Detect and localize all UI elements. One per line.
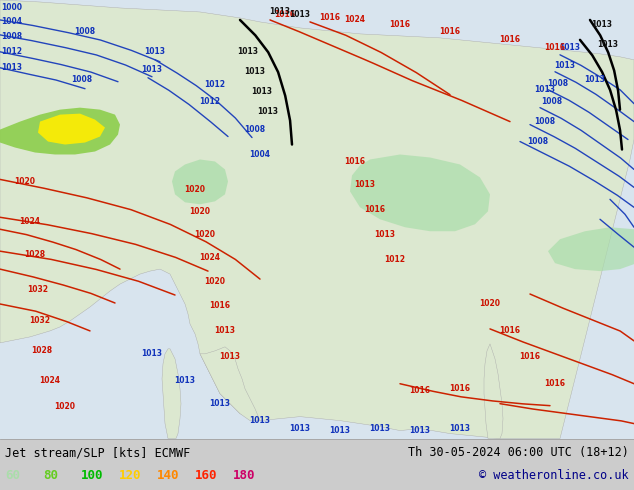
- Text: 120: 120: [119, 469, 141, 482]
- Polygon shape: [38, 114, 105, 145]
- Polygon shape: [484, 344, 503, 439]
- Text: 1020: 1020: [479, 299, 500, 309]
- Polygon shape: [548, 227, 634, 271]
- Text: 1013: 1013: [141, 65, 162, 74]
- Text: 1013: 1013: [269, 7, 290, 17]
- Text: 180: 180: [233, 469, 256, 482]
- Text: 1012: 1012: [205, 80, 226, 89]
- Text: 1008: 1008: [245, 125, 266, 134]
- Text: 1008: 1008: [1, 32, 23, 41]
- Text: 1016: 1016: [519, 352, 541, 361]
- Text: 1013: 1013: [585, 75, 605, 84]
- Text: © weatheronline.co.uk: © weatheronline.co.uk: [479, 469, 629, 482]
- Text: 1013: 1013: [252, 87, 273, 96]
- Text: Th 30-05-2024 06:00 UTC (18+12): Th 30-05-2024 06:00 UTC (18+12): [408, 446, 629, 460]
- Text: 1008: 1008: [547, 79, 569, 88]
- Text: 1004: 1004: [1, 18, 22, 26]
- Text: 1013: 1013: [370, 424, 391, 433]
- Text: 1020: 1020: [184, 185, 205, 194]
- Text: 1013: 1013: [555, 61, 576, 70]
- Text: 1008: 1008: [527, 137, 548, 146]
- Text: 140: 140: [157, 469, 179, 482]
- Text: 1013: 1013: [592, 21, 612, 29]
- Text: 1016: 1016: [389, 21, 410, 29]
- Text: 1013: 1013: [250, 416, 271, 425]
- Text: 1024: 1024: [20, 217, 41, 226]
- Text: 1020: 1020: [15, 177, 36, 186]
- Text: 100: 100: [81, 469, 103, 482]
- Text: 1020: 1020: [195, 230, 216, 239]
- Text: 1013: 1013: [174, 376, 195, 385]
- Text: 1013: 1013: [238, 48, 259, 56]
- Polygon shape: [0, 0, 634, 439]
- Text: 1004: 1004: [250, 150, 271, 159]
- Text: 1013: 1013: [214, 326, 235, 336]
- Text: 1032: 1032: [27, 285, 48, 294]
- Polygon shape: [350, 154, 490, 231]
- Polygon shape: [172, 159, 228, 204]
- Text: 1000: 1000: [1, 3, 22, 12]
- Text: 1008: 1008: [541, 97, 562, 106]
- Text: 1020: 1020: [205, 276, 226, 286]
- Polygon shape: [0, 0, 634, 439]
- Text: 1016: 1016: [450, 384, 470, 393]
- Text: 1012: 1012: [200, 97, 221, 106]
- Text: 1020: 1020: [190, 207, 210, 216]
- Text: 1032: 1032: [30, 317, 51, 325]
- Text: 1016: 1016: [320, 13, 340, 23]
- Polygon shape: [200, 347, 260, 420]
- Text: 1013: 1013: [559, 43, 581, 52]
- Text: 1013: 1013: [245, 67, 266, 76]
- Text: 1013: 1013: [219, 352, 240, 361]
- Text: 1013: 1013: [450, 424, 470, 433]
- Text: 1012: 1012: [384, 255, 406, 264]
- Text: 160: 160: [195, 469, 217, 482]
- Text: Jet stream/SLP [kts] ECMWF: Jet stream/SLP [kts] ECMWF: [5, 446, 190, 460]
- Text: 1016: 1016: [410, 386, 430, 395]
- Text: 1016: 1016: [209, 301, 231, 311]
- Text: 1013: 1013: [290, 10, 311, 20]
- Text: 1016: 1016: [545, 43, 566, 52]
- Text: 1013: 1013: [410, 426, 430, 435]
- Text: 1028: 1028: [25, 250, 46, 259]
- Text: 80: 80: [43, 469, 58, 482]
- Text: 1020: 1020: [55, 402, 75, 411]
- Text: 1024: 1024: [344, 15, 365, 24]
- Text: 1016: 1016: [500, 326, 521, 336]
- Text: 1016: 1016: [500, 35, 521, 45]
- Text: 1013: 1013: [1, 63, 22, 73]
- Polygon shape: [162, 349, 181, 439]
- Text: 1012: 1012: [1, 48, 22, 56]
- Text: 1013: 1013: [534, 85, 555, 94]
- Text: 1013: 1013: [209, 399, 231, 408]
- Text: 1013: 1013: [354, 180, 375, 189]
- Text: 1024: 1024: [39, 376, 60, 385]
- Text: 60: 60: [5, 469, 20, 482]
- Text: 1008: 1008: [534, 117, 555, 126]
- Text: 1016: 1016: [439, 27, 460, 36]
- Text: 1016: 1016: [545, 379, 566, 388]
- Text: 1008: 1008: [74, 27, 96, 36]
- Text: 1013: 1013: [290, 424, 311, 433]
- Text: 1008: 1008: [72, 75, 93, 84]
- Text: 1013: 1013: [330, 426, 351, 435]
- Text: 1013: 1013: [141, 349, 162, 358]
- Polygon shape: [0, 108, 120, 154]
- Text: 1016: 1016: [275, 10, 295, 20]
- Text: 1013: 1013: [597, 40, 619, 49]
- Text: 1013: 1013: [257, 107, 278, 116]
- Text: 1016: 1016: [365, 205, 385, 214]
- Text: 1013: 1013: [375, 230, 396, 239]
- Text: 1013: 1013: [145, 48, 165, 56]
- Text: 1024: 1024: [200, 253, 221, 262]
- Text: 1028: 1028: [32, 346, 53, 355]
- Text: 1016: 1016: [344, 157, 365, 166]
